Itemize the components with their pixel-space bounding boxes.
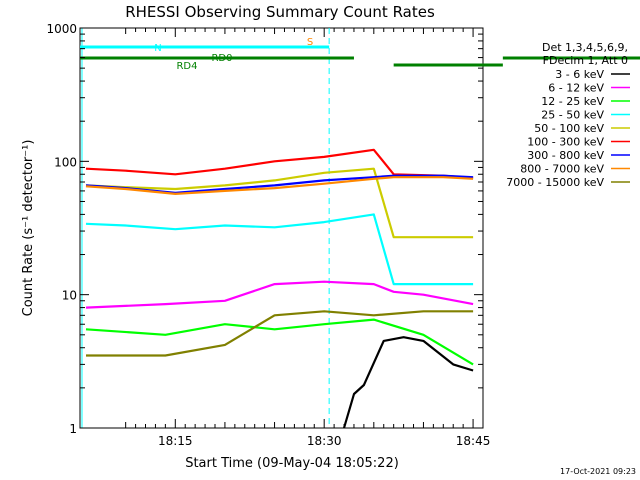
y-tick-label: 100 — [54, 155, 77, 169]
series-line — [85, 213, 474, 286]
chart-title: RHESSI Observing Summary Count Rates — [125, 3, 435, 21]
series-line — [342, 336, 474, 429]
series-line — [85, 176, 474, 195]
annotation-label-n: N — [154, 43, 161, 54]
series-layer — [85, 148, 474, 429]
legend-entry-label: 100 - 300 keV — [527, 136, 604, 149]
y-tick-label: 1000 — [46, 22, 77, 36]
annotation-label-rd4: RD4 — [176, 61, 197, 72]
y-tick-label: 1 — [69, 422, 77, 436]
x-tick-label: 18:30 — [307, 434, 342, 448]
legend-entry-label: 6 - 12 keV — [548, 82, 604, 95]
series-line — [85, 280, 474, 309]
legend-entry-label: 300 - 800 keV — [527, 149, 604, 162]
legend-entry-label: 7000 - 15000 keV — [506, 176, 604, 189]
annotation-layer: N RD0 RD4 S — [80, 28, 640, 428]
legend-entry-label: 3 - 6 keV — [555, 68, 604, 81]
legend-entry-label: 800 - 7000 keV — [520, 163, 604, 176]
legend: Det 1,3,4,5,6,9, FDecim 1, Att 0 3 - 6 k… — [506, 41, 630, 189]
y-axis-label: Count Rate (s⁻¹ detector⁻¹) — [21, 140, 36, 317]
axis-layer: 1 10 100 1000 18:15 18:30 18:45 — [46, 22, 490, 448]
legend-entry-label: 25 - 50 keV — [541, 109, 604, 122]
series-line — [86, 310, 474, 357]
annotation-label-rd0: RD0 — [211, 53, 232, 64]
x-tick-label: 18:15 — [158, 434, 193, 448]
legend-entry-label: 12 - 25 keV — [541, 95, 604, 108]
legend-header-line-2: FDecim 1, Att 0 — [543, 54, 628, 67]
series-line — [85, 167, 474, 239]
footer-timestamp: 17-Oct-2021 09:23 — [560, 467, 636, 476]
x-tick-label: 18:45 — [456, 434, 491, 448]
series-line — [85, 318, 474, 366]
legend-entry-label: 50 - 100 keV — [534, 122, 604, 135]
plot-frame — [79, 27, 484, 429]
x-axis-label: Start Time (09-May-04 18:05:22) — [185, 456, 399, 471]
y-axis-label-text: Count Rate (s⁻¹ detector⁻¹) — [21, 140, 36, 317]
y-tick-label: 10 — [62, 289, 77, 303]
annotation-label-s: S — [307, 37, 313, 48]
legend-header-line-1: Det 1,3,4,5,6,9, — [542, 41, 628, 54]
